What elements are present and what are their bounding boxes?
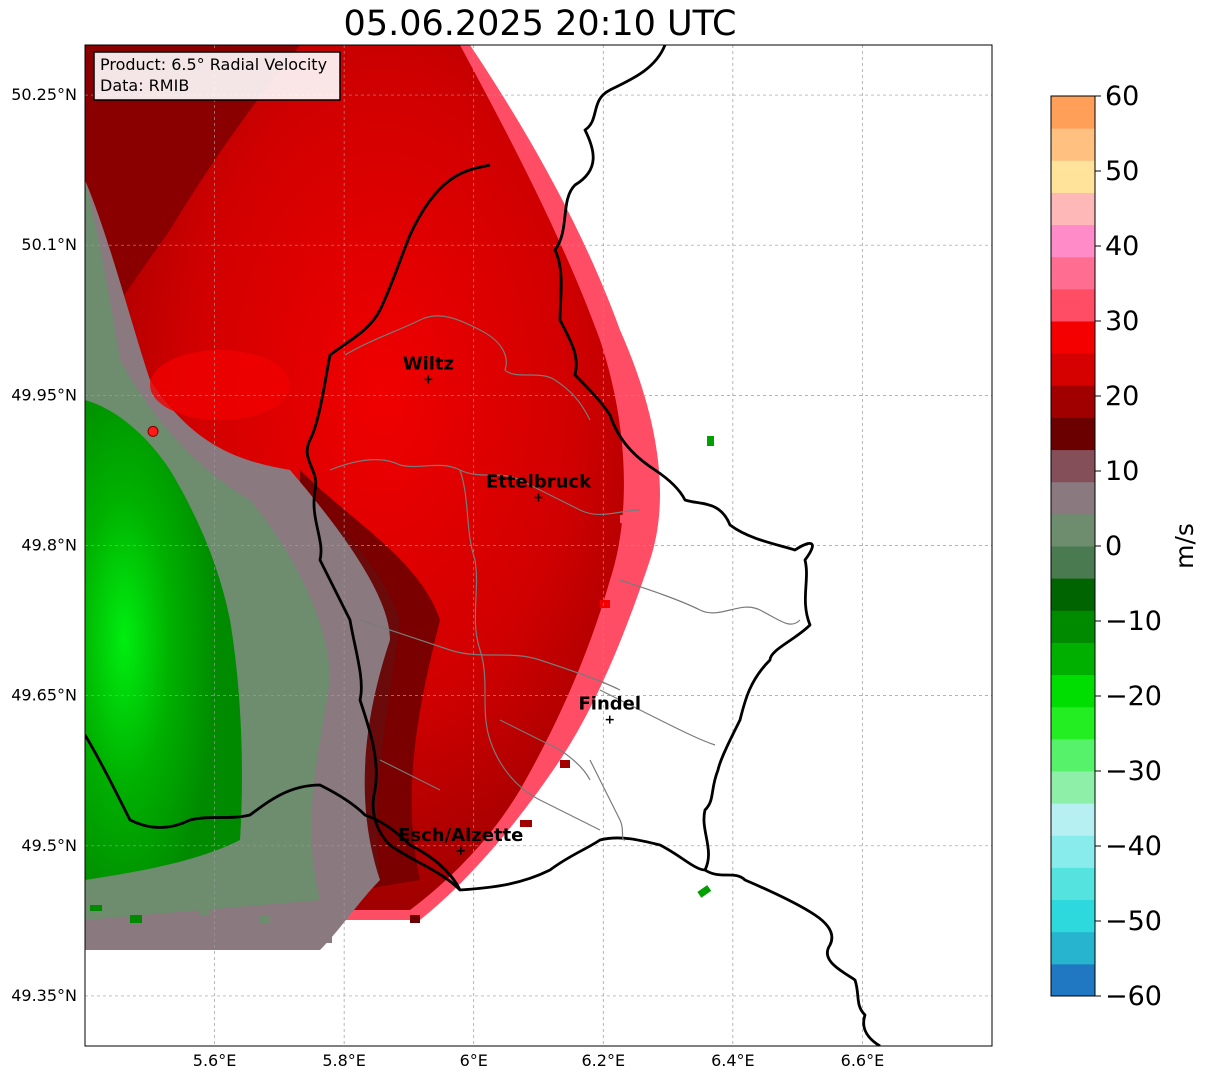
city-label: Wiltz [403, 353, 454, 374]
country-borders [85, 45, 881, 1046]
lat-tick-label: 49.5°N [21, 836, 77, 855]
lat-tick-label: 49.35°N [11, 986, 77, 1005]
info-data-source: Data: RMIB [100, 76, 189, 95]
city-marker: Ettelbruck [486, 471, 592, 502]
city-markers: Wiltz Ettelbruck Findel Esch/Alzette [398, 353, 641, 855]
city-label: Esch/Alzette [398, 825, 523, 846]
lat-tick-label: 50.1°N [21, 235, 77, 254]
radar-site-marker [147, 425, 159, 437]
info-box: Product: 6.5° Radial Velocity Data: RMIB [93, 51, 341, 101]
city-label: Findel [578, 694, 641, 715]
city-cross-icon [534, 493, 543, 502]
plot-frame [84, 44, 993, 1047]
radar-velocity-field [85, 45, 714, 950]
lon-tick-label: 6°E [460, 1051, 488, 1070]
lon-tick-label: 6.4°E [711, 1051, 755, 1070]
city-label: Ettelbruck [486, 471, 592, 492]
lat-tick-label: 50.25°N [11, 85, 77, 104]
city-marker: Findel [578, 694, 641, 724]
city-marker: Esch/Alzette [398, 825, 523, 855]
district-borders [329, 315, 801, 841]
map-title: 05.06.2025 20:10 UTC [343, 4, 737, 44]
lat-tick-label: 49.65°N [11, 686, 77, 705]
city-marker: Wiltz [403, 353, 454, 384]
city-cross-icon [456, 846, 465, 855]
city-cross-icon [424, 375, 433, 384]
lon-tick-label: 5.8°E [322, 1051, 366, 1070]
info-product: Product: 6.5° Radial Velocity [100, 55, 327, 74]
plot-area: Wiltz Ettelbruck Findel Esch/Alzette Produc… [85, 45, 992, 1046]
lat-tick-label: 49.8°N [21, 536, 77, 555]
lon-tick-label: 6.2°E [582, 1051, 626, 1070]
longitude-tick-labels: 5.6°E 5.8°E 6°E 6.2°E 6.4°E 6.6°E [193, 1051, 884, 1070]
latitude-tick-labels: 50.25°N 50.1°N 49.95°N 49.8°N 49.65°N 49.5°N 4… [11, 85, 77, 1005]
lon-tick-label: 5.6°E [193, 1051, 237, 1070]
lat-tick-label: 49.95°N [11, 385, 77, 404]
city-cross-icon [605, 715, 614, 724]
lon-tick-label: 6.6°E [841, 1051, 885, 1070]
